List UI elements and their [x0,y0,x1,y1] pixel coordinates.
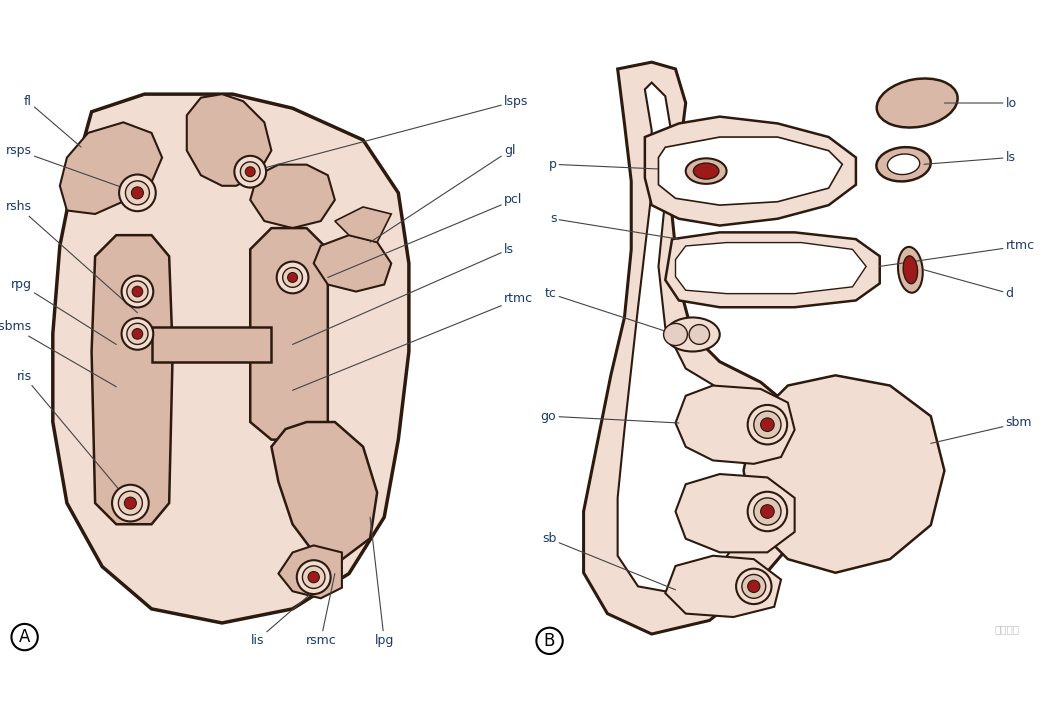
Ellipse shape [694,163,719,179]
Circle shape [277,262,309,293]
Circle shape [126,281,148,302]
Text: rsps: rsps [5,144,137,193]
Circle shape [121,276,153,307]
Circle shape [124,497,136,509]
Circle shape [119,174,156,211]
Circle shape [302,566,325,588]
Polygon shape [665,556,781,617]
Text: sbm: sbm [931,416,1032,444]
Text: sb: sb [542,532,676,590]
Text: rtmc: rtmc [880,240,1035,266]
Ellipse shape [689,325,709,344]
Circle shape [736,569,772,604]
Circle shape [747,580,760,593]
Polygon shape [250,165,335,228]
Text: lpg: lpg [370,517,394,647]
Text: fl: fl [23,95,81,147]
Polygon shape [187,94,271,186]
Polygon shape [335,207,391,243]
Ellipse shape [877,79,958,127]
Polygon shape [743,375,944,573]
Ellipse shape [898,247,922,292]
Text: rtmc: rtmc [293,292,533,390]
Text: rsbms: rsbms [0,321,116,387]
Circle shape [288,273,297,283]
Text: p: p [548,157,706,171]
Polygon shape [659,137,842,205]
Text: gl: gl [370,144,515,243]
Text: rpg: rpg [11,278,116,344]
Circle shape [308,572,319,583]
Ellipse shape [903,256,918,284]
Text: lo: lo [944,96,1017,110]
Text: lsps: lsps [250,95,528,172]
Text: rsmc: rsmc [306,574,336,647]
Polygon shape [676,243,866,294]
Ellipse shape [876,147,931,181]
Ellipse shape [686,158,726,184]
Circle shape [132,328,142,339]
Circle shape [754,411,781,438]
Circle shape [747,405,787,444]
Polygon shape [92,236,173,524]
Circle shape [125,181,150,205]
Polygon shape [618,82,767,593]
Circle shape [747,491,787,531]
Ellipse shape [665,318,720,352]
Polygon shape [60,122,162,214]
Text: B: B [544,632,555,650]
Circle shape [297,560,331,594]
Text: d: d [924,270,1014,300]
Polygon shape [250,228,328,439]
Text: 熊猫放射: 熊猫放射 [994,624,1019,634]
Circle shape [132,286,142,297]
Polygon shape [645,117,856,226]
Polygon shape [676,385,795,464]
Circle shape [121,318,153,349]
Polygon shape [584,62,815,634]
Circle shape [761,418,775,432]
Text: pcl: pcl [328,193,523,278]
Polygon shape [53,94,409,623]
Circle shape [118,491,142,515]
Text: rshs: rshs [5,200,137,313]
Circle shape [754,498,781,525]
Circle shape [112,485,149,522]
Text: lis: lis [251,591,314,647]
Circle shape [282,268,302,288]
Circle shape [240,162,260,181]
Ellipse shape [664,323,687,346]
Polygon shape [314,236,391,292]
Polygon shape [676,474,795,553]
Text: A: A [19,628,31,646]
Circle shape [132,187,143,199]
Circle shape [761,505,775,518]
Circle shape [742,574,765,598]
Text: go: go [541,410,679,423]
Text: ls: ls [924,151,1016,165]
Circle shape [234,156,266,188]
Polygon shape [665,233,880,307]
Circle shape [246,167,255,176]
Ellipse shape [887,154,920,174]
Text: tc: tc [545,287,676,335]
Polygon shape [271,422,377,560]
Circle shape [126,323,148,344]
Text: ris: ris [17,370,131,503]
Text: s: s [550,212,679,239]
Text: ls: ls [293,243,514,344]
Polygon shape [152,327,271,362]
Polygon shape [278,546,341,598]
